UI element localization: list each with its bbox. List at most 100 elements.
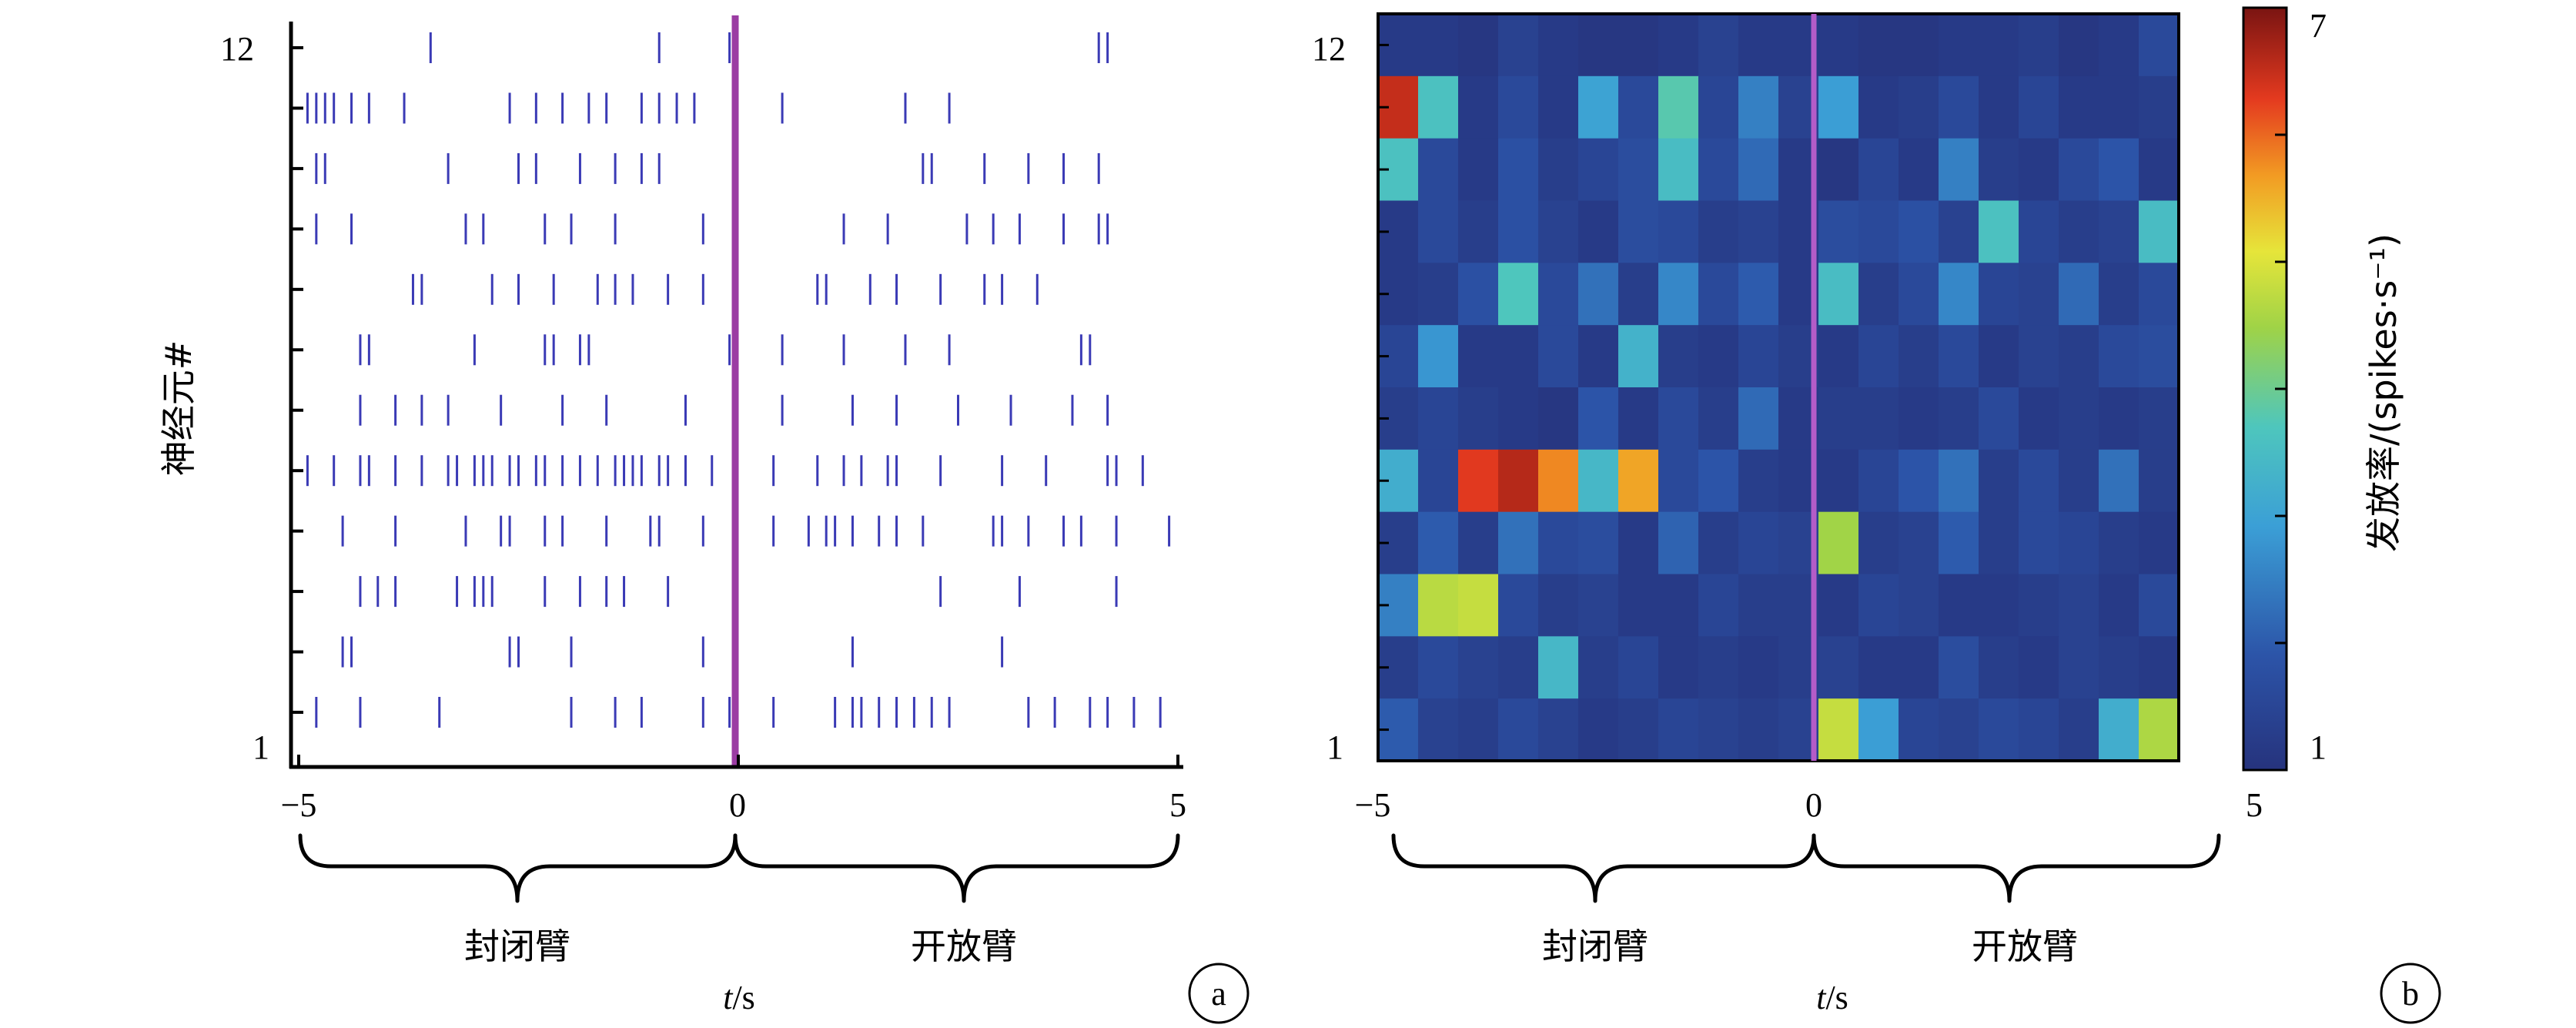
heat-cell-n5-bin18 <box>2099 449 2139 513</box>
heat-cell-n1-bin12 <box>1858 698 1899 762</box>
heat-cell-n7-bin7 <box>1658 325 1699 388</box>
heat-cell-n5-bin3 <box>1498 449 1539 513</box>
panel-b-badge <box>2380 963 2441 1024</box>
heat-cell-n7-bin12 <box>1858 325 1899 388</box>
heat-cell-n12-bin8 <box>1698 14 1739 77</box>
heat-cell-n4-bin7 <box>1658 511 1699 575</box>
heat-cell-n8-bin8 <box>1698 263 1739 326</box>
heat-cell-n12-bin5 <box>1578 14 1619 77</box>
heat-cell-n7-bin2 <box>1458 325 1499 388</box>
heat-cell-n1-bin2 <box>1458 698 1499 762</box>
heat-cell-n3-bin17 <box>2059 574 2099 637</box>
heatmap-brace-open-arm <box>1812 833 2221 903</box>
heat-cell-n1-bin9 <box>1738 698 1779 762</box>
heat-cell-n12-bin3 <box>1498 14 1539 77</box>
heat-cell-n8-bin1 <box>1418 263 1459 326</box>
heat-cell-n11-bin15 <box>1979 75 2019 139</box>
heat-cell-n11-bin5 <box>1578 75 1619 139</box>
heat-cell-n8-bin4 <box>1538 263 1579 326</box>
heat-cell-n4-bin17 <box>2059 511 2099 575</box>
heat-cell-n11-bin14 <box>1939 75 1979 139</box>
heat-cell-n4-bin18 <box>2099 511 2139 575</box>
heat-cell-n5-bin5 <box>1578 449 1619 513</box>
heat-cell-n11-bin11 <box>1818 75 1859 139</box>
heat-cell-n8-bin16 <box>2019 263 2059 326</box>
heat-cell-n3-bin4 <box>1538 574 1579 637</box>
heat-cell-n3-bin9 <box>1738 574 1779 637</box>
panel-b-label: b <box>2402 975 2419 1013</box>
heat-cell-n12-bin12 <box>1858 14 1899 77</box>
heat-cell-n9-bin16 <box>2019 200 2059 263</box>
heat-cell-n10-bin8 <box>1698 138 1739 202</box>
heat-cell-n5-bin17 <box>2059 449 2099 513</box>
heatmap-segment-label-closed: 封闭臂 <box>1542 926 1648 967</box>
heat-cell-n12-bin9 <box>1738 14 1779 77</box>
raster-x-tick-marks <box>297 755 1179 767</box>
colorbar-tick-marks <box>2275 6 2287 772</box>
heat-cell-n10-bin1 <box>1418 138 1459 202</box>
heat-cell-n9-bin15 <box>1979 200 2019 263</box>
heat-cell-n2-bin2 <box>1458 636 1499 699</box>
heat-cell-n5-bin15 <box>1979 449 2019 513</box>
heat-cell-n4-bin6 <box>1618 511 1659 575</box>
heat-cell-n6-bin12 <box>1858 387 1899 450</box>
heat-cell-n4-bin19 <box>2139 511 2180 575</box>
heat-cell-n9-bin18 <box>2099 200 2139 263</box>
heat-cell-n9-bin2 <box>1458 200 1499 263</box>
heat-cell-n2-bin7 <box>1658 636 1699 699</box>
heat-cell-n7-bin8 <box>1698 325 1739 388</box>
heat-cell-n4-bin16 <box>2019 511 2059 575</box>
heat-cell-n9-bin5 <box>1578 200 1619 263</box>
heat-cell-n4-bin13 <box>1899 511 1939 575</box>
heat-cell-n2-bin12 <box>1858 636 1899 699</box>
heatmap-frame <box>1377 12 2180 762</box>
heat-cell-n7-bin13 <box>1899 325 1939 388</box>
heat-cell-n7-bin18 <box>2099 325 2139 388</box>
heat-cell-n7-bin17 <box>2059 325 2099 388</box>
heat-cell-n5-bin8 <box>1698 449 1739 513</box>
heat-cell-n7-bin15 <box>1979 325 2019 388</box>
heat-cell-n7-bin19 <box>2139 325 2180 388</box>
heat-cell-n5-bin19 <box>2139 449 2180 513</box>
heat-cell-n3-bin13 <box>1899 574 1939 637</box>
heat-cell-n8-bin18 <box>2099 263 2139 326</box>
heat-cell-n5-bin13 <box>1899 449 1939 513</box>
heat-cell-n6-bin6 <box>1618 387 1659 450</box>
heat-cell-n10-bin13 <box>1899 138 1939 202</box>
heat-cell-n12-bin11 <box>1818 14 1859 77</box>
heat-cell-n5-bin11 <box>1818 449 1859 513</box>
heat-cell-n6-bin5 <box>1578 387 1619 450</box>
heat-cell-n8-bin3 <box>1498 263 1539 326</box>
heat-cell-n9-bin17 <box>2059 200 2099 263</box>
colorbar-label: 发放率/(spikes·s⁻¹) <box>2363 233 2404 552</box>
heat-cell-n2-bin18 <box>2099 636 2139 699</box>
heat-cell-n12-bin7 <box>1658 14 1699 77</box>
heat-cell-n9-bin12 <box>1858 200 1899 263</box>
heat-cell-n4-bin4 <box>1538 511 1579 575</box>
heat-cell-n12-bin18 <box>2099 14 2139 77</box>
heat-cell-n10-bin7 <box>1658 138 1699 202</box>
heat-cell-n12-bin16 <box>2019 14 2059 77</box>
panel-a-badge <box>1188 963 1250 1024</box>
heat-cell-n9-bin8 <box>1698 200 1739 263</box>
heatmap-y-tick-marks <box>1378 43 1389 732</box>
raster-x-tick-label-5: 5 <box>1169 786 1186 824</box>
heat-cell-n8-bin15 <box>1979 263 2019 326</box>
heat-cell-n9-bin6 <box>1618 200 1659 263</box>
raster-x-tick-label-minus5: −5 <box>281 786 317 824</box>
heat-cell-n6-bin18 <box>2099 387 2139 450</box>
heat-cell-n11-bin2 <box>1458 75 1499 139</box>
heat-cell-n7-bin9 <box>1738 325 1779 388</box>
heat-cell-n8-bin5 <box>1578 263 1619 326</box>
heat-cell-n11-bin13 <box>1899 75 1939 139</box>
heatmap-brace-closed-arm <box>1391 833 1816 903</box>
heat-cell-n8-bin2 <box>1458 263 1499 326</box>
heat-cell-n9-bin4 <box>1538 200 1579 263</box>
heat-cell-n5-bin2 <box>1458 449 1499 513</box>
raster-panel: 12 1 −5 0 5 神经元# 封闭臂 开放臂 t/s a <box>158 15 1250 1024</box>
heat-cell-n7-bin11 <box>1818 325 1859 388</box>
heat-cell-n12-bin17 <box>2059 14 2099 77</box>
heat-cell-n12-bin4 <box>1538 14 1579 77</box>
heat-cell-n4-bin3 <box>1498 511 1539 575</box>
heatmap-x-tick-label-minus5: −5 <box>1355 786 1391 824</box>
